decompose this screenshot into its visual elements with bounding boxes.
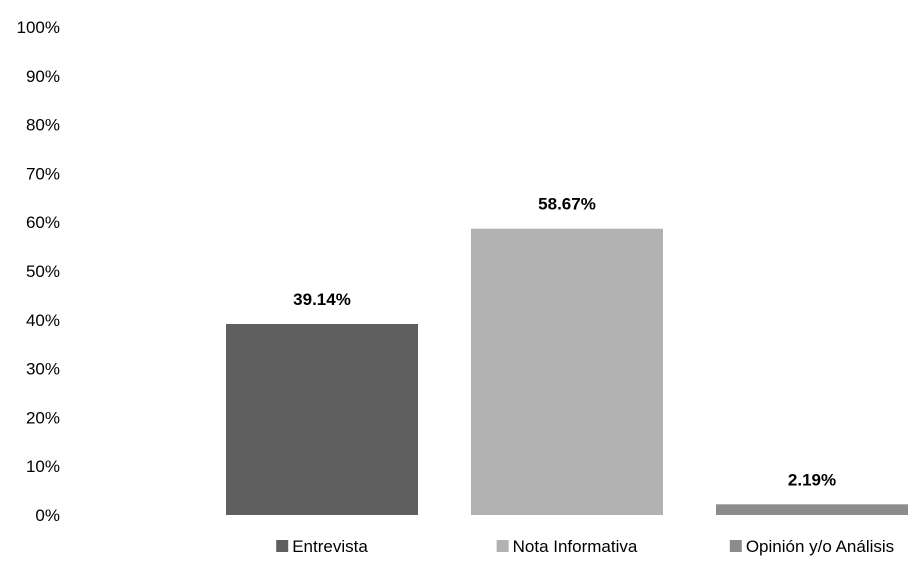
- y-tick-label: 100%: [17, 18, 60, 37]
- legend-swatch: [497, 540, 509, 552]
- bar: [471, 229, 663, 515]
- data-label: 58.67%: [538, 195, 596, 214]
- y-tick-label: 10%: [26, 457, 60, 476]
- y-tick-label: 30%: [26, 360, 60, 379]
- bar: [716, 504, 908, 515]
- y-tick-label: 70%: [26, 164, 60, 183]
- legend-swatch: [276, 540, 288, 552]
- data-label: 2.19%: [788, 470, 836, 489]
- legend-swatch: [730, 540, 742, 552]
- data-label: 39.14%: [293, 290, 351, 309]
- legend-label: Entrevista: [292, 537, 368, 556]
- legend: Entrevista Nota Informativa Opinión y/o An…: [276, 537, 894, 556]
- y-tick-label: 50%: [26, 262, 60, 281]
- y-tick-label: 40%: [26, 311, 60, 330]
- bar: [226, 324, 418, 515]
- y-tick-label: 90%: [26, 67, 60, 86]
- y-axis: 0% 10% 20% 30% 40% 50% 60% 70% 80% 90% 100%: [17, 18, 60, 525]
- y-tick-label: 80%: [26, 116, 60, 135]
- y-tick-label: 60%: [26, 213, 60, 232]
- legend-label: Nota Informativa: [513, 537, 638, 556]
- y-tick-label: 0%: [35, 506, 60, 525]
- legend-label: Opinión y/o Análisis: [746, 537, 894, 556]
- y-tick-label: 20%: [26, 408, 60, 427]
